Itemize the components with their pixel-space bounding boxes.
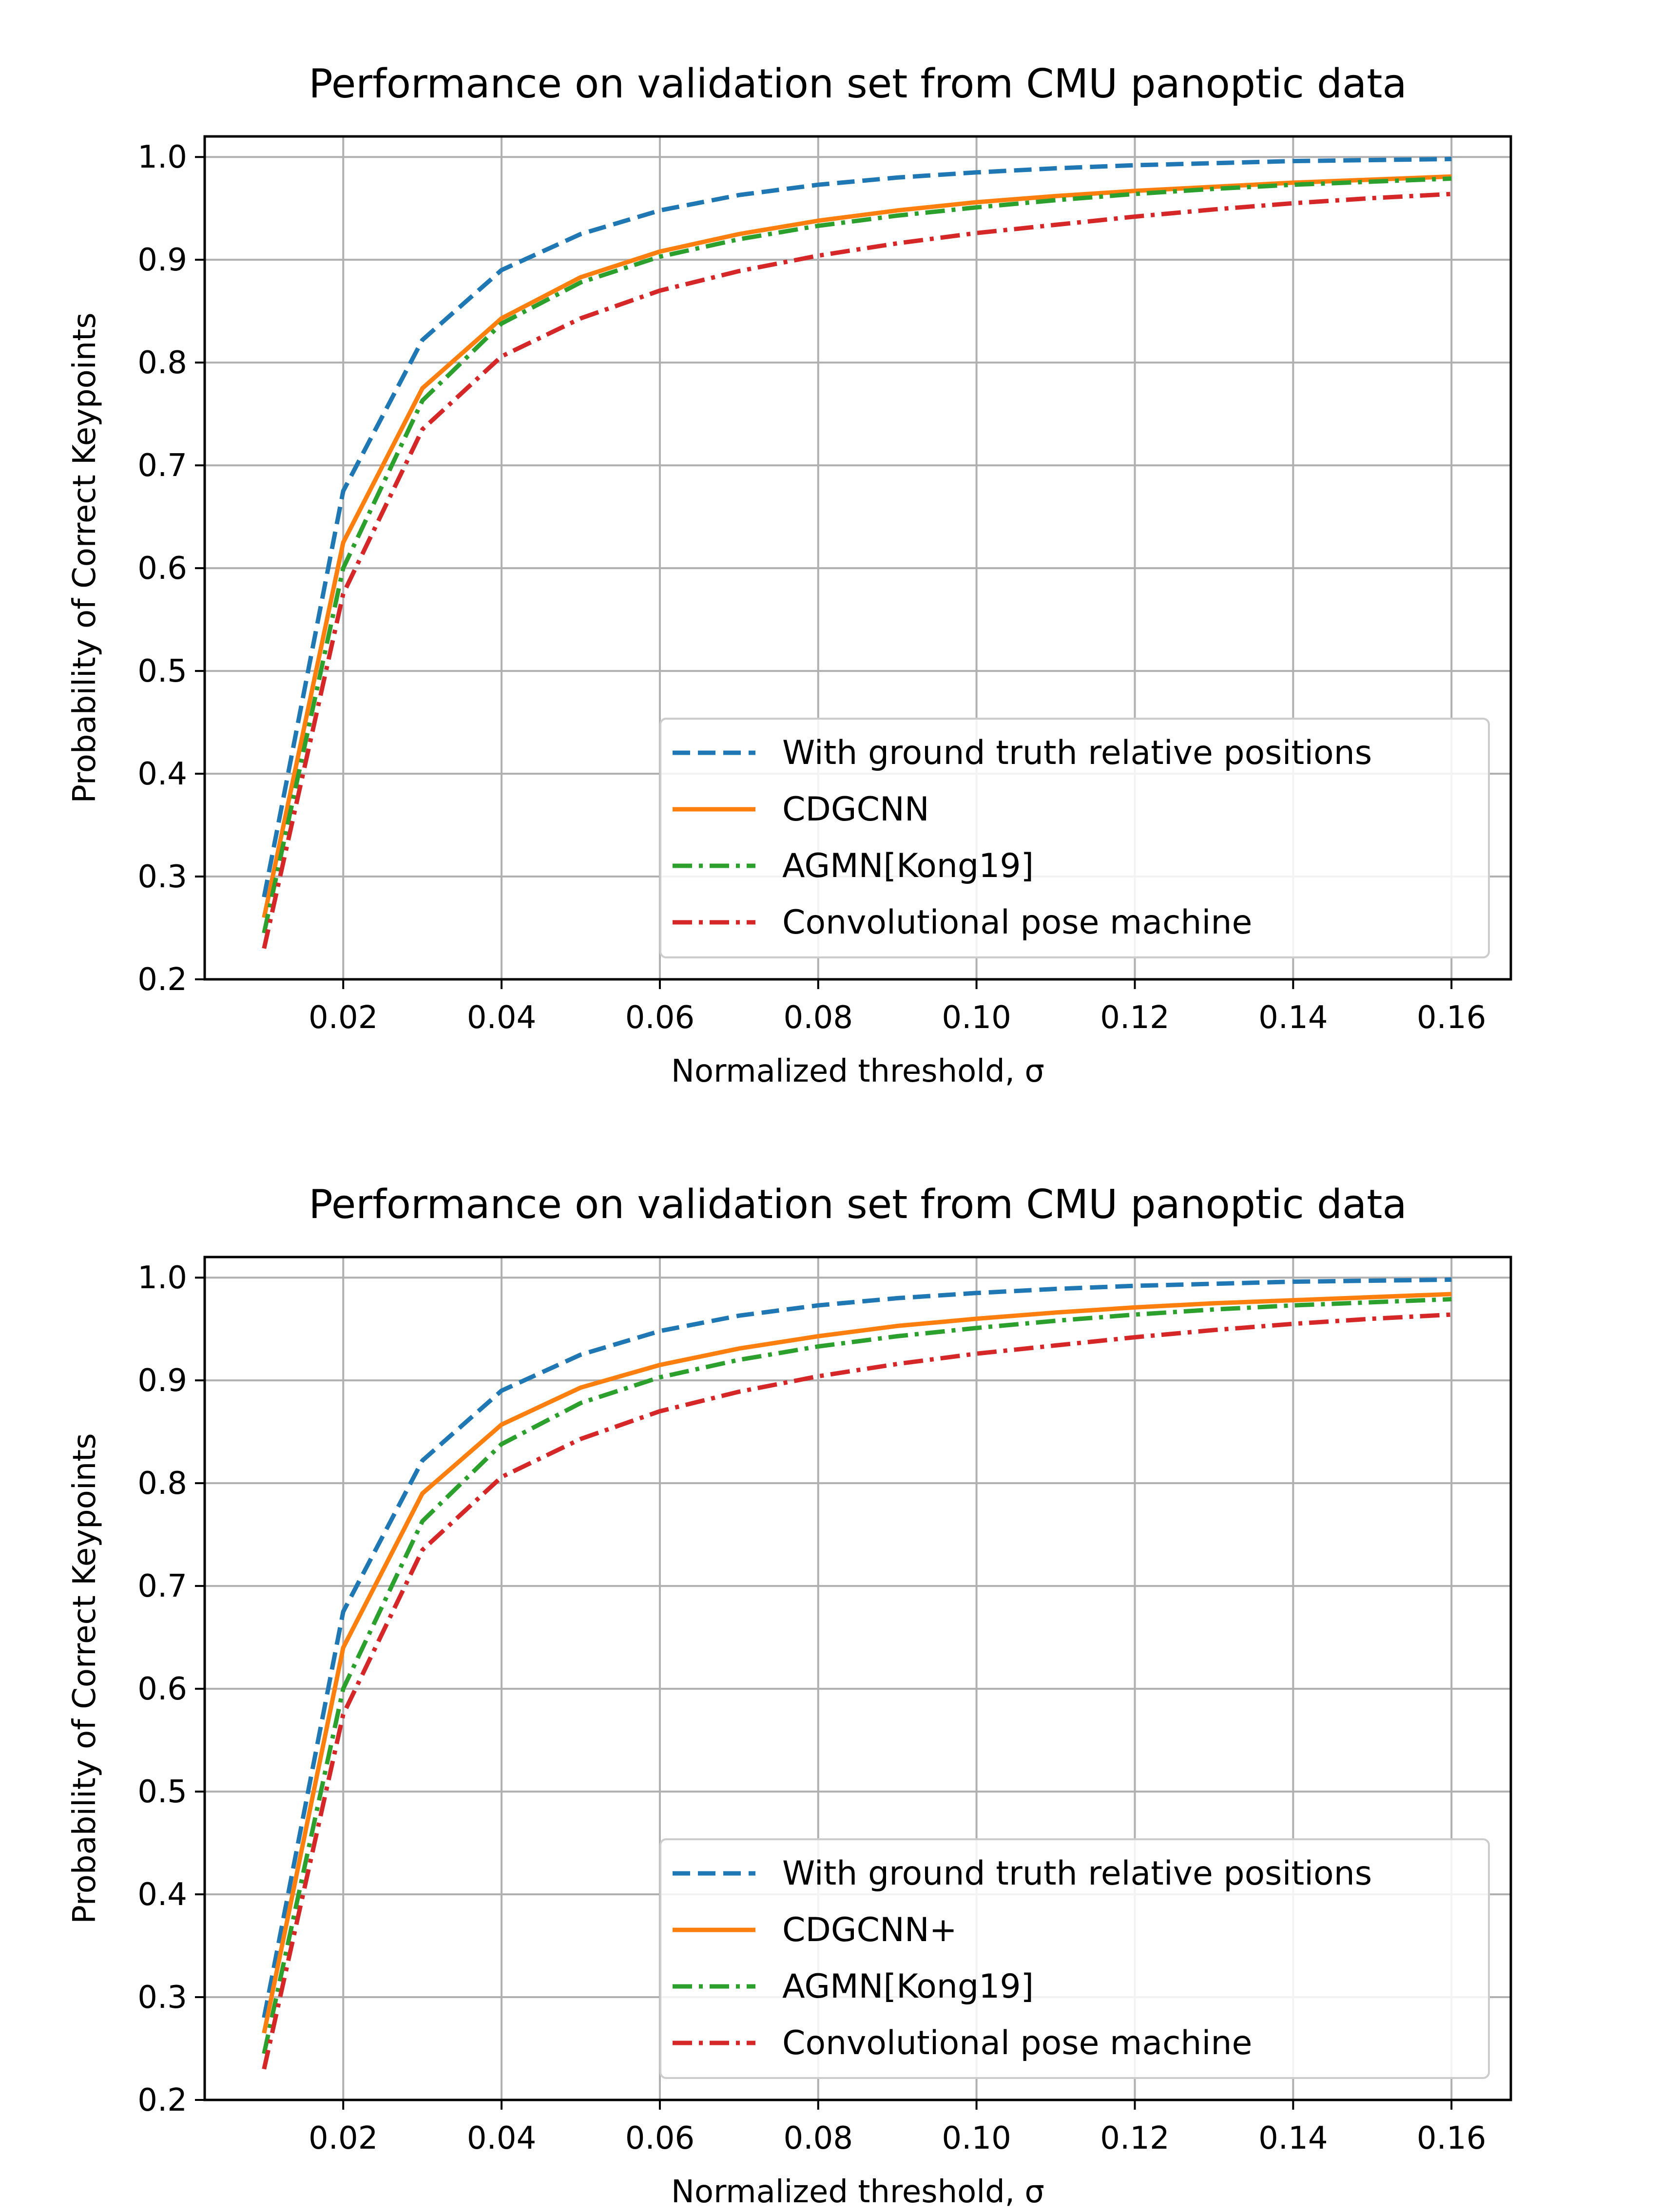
legend-box — [659, 718, 1490, 958]
x-tick-label: 0.16 — [1417, 2120, 1486, 2156]
axes-frame — [203, 135, 1512, 981]
legend: With ground truth relative positions CDGC… — [659, 1838, 1490, 2079]
x-tick-label: 0.12 — [1100, 1000, 1170, 1036]
y-tick-label: 0.9 — [137, 1363, 187, 1399]
y-tick-label: 0.7 — [137, 1568, 187, 1604]
y-tick-label: 0.6 — [137, 551, 187, 587]
y-tick-label: 0.6 — [137, 1671, 187, 1707]
y-tick-label: 0.4 — [137, 1877, 187, 1913]
legend-label-2: CDGCNN+ — [782, 1911, 957, 1949]
chart-panel-2: 0.02 0.04 0.06 0.08 0.10 0.12 0.14 0.16 0.2 0.3 0.… — [67, 1182, 1512, 2210]
series-line-1 — [262, 1277, 1452, 2019]
axes-frame — [203, 1256, 1512, 2101]
chart-title: Performance on validation set from CMU p… — [309, 61, 1407, 107]
x-axis-label: Normalized threshold, σ — [671, 2174, 1044, 2210]
plots: 0.02 0.04 0.06 0.08 0.10 0.12 0.14 0.16 0.2 0.3 0.… — [67, 61, 1512, 2210]
x-tick-label: 0.02 — [309, 1000, 378, 1036]
x-tick-label: 0.06 — [625, 2120, 695, 2156]
x-tick-label: 0.08 — [784, 1000, 853, 1036]
y-tick-label: 0.2 — [137, 962, 187, 998]
legend-label-3: AGMN[Kong19] — [782, 1967, 1034, 2006]
y-tick-label: 0.9 — [137, 242, 187, 278]
y-tick-label: 0.8 — [137, 1466, 187, 1502]
legend-label-4: Convolutional pose machine — [782, 903, 1252, 942]
series-line-4 — [262, 1312, 1452, 2070]
legend-label-4: Convolutional pose machine — [782, 2024, 1252, 2062]
series-line-1 — [262, 156, 1452, 898]
x-tick-label: 0.16 — [1417, 1000, 1486, 1036]
legend-label-1: With ground truth relative positions — [782, 1854, 1372, 1893]
y-tick-label: 0.4 — [137, 756, 187, 792]
x-tick-label: 0.04 — [467, 1000, 537, 1036]
x-tick-label: 0.14 — [1258, 2120, 1328, 2156]
y-tick-label: 0.8 — [137, 345, 187, 381]
x-tick-label: 0.08 — [784, 2120, 853, 2156]
y-tick-label: 0.7 — [137, 448, 187, 484]
y-axis-label: Probability of Correct Keypoints — [67, 312, 103, 803]
series-line-4 — [262, 191, 1452, 949]
legend-box — [659, 1838, 1490, 2079]
x-tick-label: 0.02 — [309, 2120, 378, 2156]
x-tick-label: 0.04 — [467, 2120, 537, 2156]
y-tick-label: 0.5 — [137, 1774, 187, 1810]
x-axis-label: Normalized threshold, σ — [671, 1053, 1044, 1089]
y-tick-label: 0.3 — [137, 1980, 187, 2016]
chart-title: Performance on validation set from CMU p… — [309, 1182, 1407, 1228]
y-tick-label: 0.2 — [137, 2082, 187, 2118]
y-tick-label: 0.5 — [137, 653, 187, 689]
y-tick-label: 1.0 — [137, 139, 187, 175]
legend: With ground truth relative positions CDGC… — [659, 718, 1490, 958]
y-tick-label: 0.3 — [137, 859, 187, 895]
x-tick-label: 0.14 — [1258, 1000, 1328, 1036]
series-line-2 — [262, 1292, 1452, 2034]
x-tick-label: 0.10 — [942, 2120, 1011, 2156]
y-axis-label: Probability of Correct Keypoints — [67, 1433, 103, 1924]
x-tick-label: 0.10 — [942, 1000, 1011, 1036]
legend-label-3: AGMN[Kong19] — [782, 847, 1034, 885]
y-tick-label: 1.0 — [137, 1260, 187, 1296]
series-line-3 — [262, 1297, 1452, 2055]
x-tick-label: 0.06 — [625, 1000, 695, 1036]
legend-label-1: With ground truth relative positions — [782, 734, 1372, 772]
series-line-3 — [262, 176, 1452, 934]
chart-panel-1: 0.02 0.04 0.06 0.08 0.10 0.12 0.14 0.16 0.2 0.3 0.… — [67, 61, 1512, 1089]
series-line-2 — [262, 174, 1452, 918]
legend-label-2: CDGCNN — [782, 790, 929, 829]
x-tick-label: 0.12 — [1100, 2120, 1170, 2156]
